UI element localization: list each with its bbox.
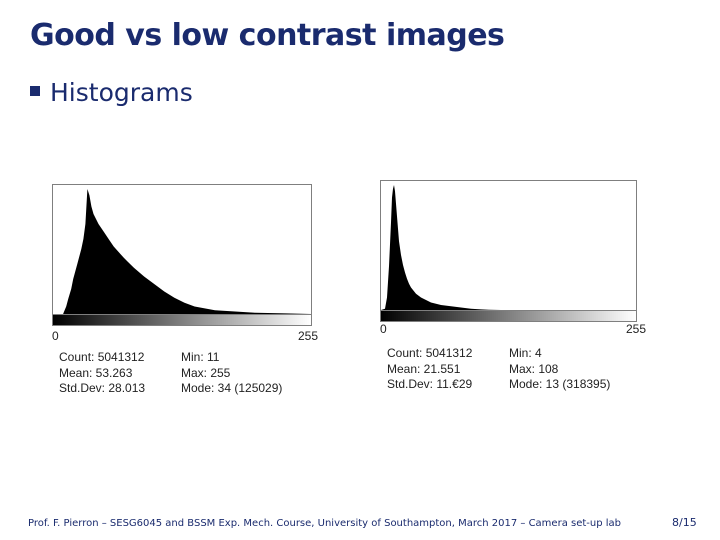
stat-mean: Mean: 21.551: [387, 361, 461, 376]
stats-left-column: Count: 5041312 Mean: 21.551 Std.Dev: 11.…: [387, 346, 472, 393]
stat-stddev: Std.Dev: 28.013: [59, 381, 146, 395]
histogram-svg: [53, 189, 311, 314]
bullet-text: Histograms: [50, 78, 193, 107]
intensity-gradient-bar: [380, 310, 637, 322]
bullet-item: Histograms: [30, 78, 193, 107]
stats-right-column: Min: 11 Max: 255 Mode: 34 (125029): [181, 350, 282, 397]
x-tick-label-max: 255: [626, 322, 647, 336]
stat-stddev: Std.Dev: 11.€29: [387, 377, 473, 391]
page-number: 8/15: [672, 516, 697, 529]
stats-left-column: Count: 5041312 Mean: 53.263 Std.Dev: 28.…: [59, 350, 145, 397]
stat-mean: Mean: 53.263: [59, 365, 133, 380]
stat-min: Min: 4: [509, 346, 542, 360]
histogram-area: [381, 185, 636, 310]
bullet-square-icon: [30, 86, 40, 96]
histogram-svg: [381, 185, 636, 310]
stats-right-column: Min: 4 Max: 108 Mode: 13 (318395): [509, 346, 610, 393]
histogram-plot-area: [52, 184, 312, 315]
stat-max: Max: 108: [509, 361, 559, 376]
stat-min: Min: 11: [181, 350, 220, 364]
stat-mode: Mode: 34 (125029): [181, 381, 283, 395]
x-tick-label-min: 0: [52, 329, 59, 343]
stat-max: Max: 255: [181, 365, 231, 380]
slide-title: Good vs low contrast images: [30, 18, 505, 53]
stat-mode: Mode: 13 (318395): [509, 377, 611, 391]
slide-footer: Prof. F. Pierron – SESG6045 and BSSM Exp…: [28, 518, 622, 529]
stat-count: Count: 5041312: [387, 346, 473, 360]
intensity-gradient-bar: [52, 314, 312, 326]
stat-count: Count: 5041312: [59, 350, 145, 364]
x-tick-label-max: 255: [298, 329, 319, 343]
histogram-area: [53, 189, 311, 314]
x-tick-label-min: 0: [380, 322, 387, 336]
histogram-plot-area: [380, 180, 637, 311]
